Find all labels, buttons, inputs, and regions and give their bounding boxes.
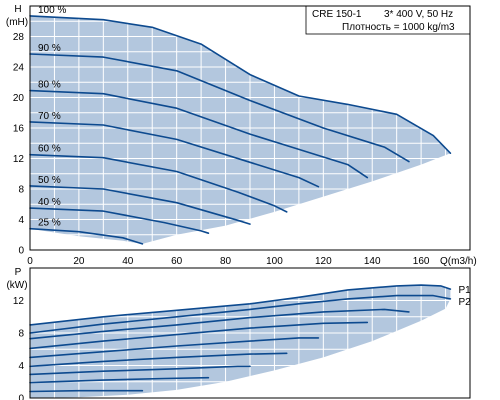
info-model: CRE 150-1 [312, 9, 362, 20]
power-curve-5 [29, 352, 288, 368]
power-series-label: P1 [458, 285, 471, 296]
head-frame-border [29, 5, 471, 251]
head-curves [29, 15, 452, 245]
power-curve-4 [29, 337, 320, 359]
head-curve-panel: 100 %90 %80 %70 %60 %50 %40 %25 % 0 20 40 6… [6, 4, 477, 267]
head-axis-symbol: H [14, 4, 21, 15]
head-x-tick: 160 [413, 256, 430, 267]
power-curves [29, 284, 452, 393]
head-y-tick: 24 [13, 63, 25, 74]
power-curve-1 [29, 294, 452, 334]
power-curve-8 [29, 389, 144, 393]
head-x-tick-labels: 0 20 40 60 80 100 120 140 160 [27, 256, 430, 267]
head-y-tick: 4 [18, 215, 24, 226]
head-curve-5 [29, 185, 251, 225]
head-series-label: 100 % [38, 5, 66, 16]
head-x-tick: 140 [364, 256, 381, 267]
head-series-label: 50 % [38, 175, 61, 186]
head-curve-0 [29, 15, 452, 154]
head-series-label: 40 % [38, 197, 61, 208]
head-x-tick: 0 [27, 256, 33, 267]
head-axis-unit: (mH) [6, 17, 28, 28]
head-series-label: 90 % [38, 43, 61, 54]
info-box: CRE 150-1 3* 400 V, 50 Hz Плотность = 10… [305, 5, 471, 35]
head-curve-3 [29, 121, 320, 188]
head-speed-labels: 100 % 90 % 80 % 70 % 60 % 50 % 40 % 25 % [38, 5, 66, 229]
power-y-tick: 4 [18, 361, 24, 372]
head-y-tick: 28 [13, 32, 25, 43]
head-y-tick: 12 [13, 154, 25, 165]
head-x-tick: 40 [122, 256, 134, 267]
info-box-frame [305, 5, 471, 35]
power-series-label: P2 [458, 297, 471, 308]
head-y-tick: 0 [18, 246, 24, 257]
info-supply: 3* 400 V, 50 Hz [384, 9, 453, 20]
power-curve-7 [29, 376, 210, 384]
power-curve-0 [29, 284, 452, 326]
head-curve-4 [29, 153, 288, 213]
head-series-label: 60 % [38, 144, 61, 155]
head-series-label: 80 % [38, 80, 61, 91]
head-x-tick: 20 [73, 256, 85, 267]
power-curve-2 [29, 308, 410, 340]
head-y-tick: 20 [13, 93, 25, 104]
head-x-tick: 80 [220, 256, 232, 267]
head-curve-7 [29, 227, 144, 245]
head-y-tick: 16 [13, 124, 25, 135]
head-y-tick: 8 [18, 185, 24, 196]
head-series-label: 70 % [38, 111, 61, 122]
power-axis-unit: (kW) [6, 280, 27, 291]
info-density: Плотность = 1000 kg/m3 [342, 22, 455, 33]
head-x-tick: 120 [315, 256, 332, 267]
power-axis-symbol: P [15, 267, 22, 278]
power-y-tick: 8 [18, 329, 24, 340]
head-x-tick: 60 [171, 256, 183, 267]
power-y-tick-labels: 0 4 8 12 [13, 296, 25, 400]
head-curve-6 [29, 207, 210, 234]
power-frame-border [29, 267, 471, 399]
head-x-tick: 100 [266, 256, 283, 267]
head-y-tick-labels: 0 4 8 12 16 20 24 28 [13, 32, 25, 257]
head-curve-1 [29, 53, 410, 163]
head-series-label: 25 % [38, 218, 61, 229]
power-curve-6 [29, 365, 251, 376]
head-curve-2 [29, 89, 369, 179]
power-y-tick: 12 [13, 296, 25, 307]
flow-axis-label: Q(m3/h) [440, 256, 477, 267]
power-y-tick: 0 [18, 394, 24, 400]
power-curve-3 [29, 321, 369, 350]
